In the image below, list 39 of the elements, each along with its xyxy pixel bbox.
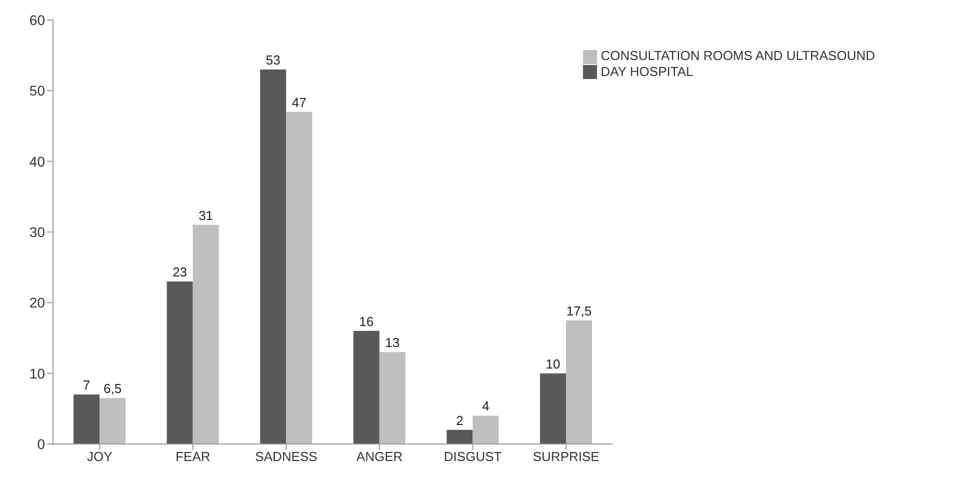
- y-tick-label: 0: [37, 436, 46, 452]
- bar: [74, 394, 100, 444]
- bar: [192, 224, 219, 444]
- y-tick-label: 40: [29, 153, 46, 170]
- data-label: 16: [359, 314, 374, 329]
- data-label: 31: [198, 208, 214, 223]
- x-tick-label: FEAR: [176, 449, 210, 464]
- data-label: 13: [385, 335, 400, 350]
- data-label: 2: [456, 412, 464, 428]
- x-tick-label: SURPRISE: [532, 449, 600, 464]
- bar: [166, 281, 193, 444]
- bar: [260, 69, 286, 444]
- x-tick-label: SADNESS: [255, 449, 318, 464]
- y-tick-label: 30: [29, 224, 46, 240]
- data-label: 23: [172, 264, 188, 280]
- x-tick-label: JOY: [87, 449, 113, 464]
- data-label: 10: [546, 356, 560, 372]
- y-tick-label: 20: [29, 294, 46, 311]
- data-label: 6,5: [103, 381, 122, 396]
- bar: [566, 320, 592, 444]
- bar: [379, 352, 406, 444]
- data-label: 4: [482, 398, 490, 414]
- x-tick-label: DISGUST: [444, 449, 502, 464]
- bar: [540, 373, 566, 444]
- legend-label: DAY HOSPITAL: [600, 64, 694, 79]
- data-label: 47: [292, 94, 306, 110]
- y-tick-label: 10: [29, 365, 46, 382]
- bar: [100, 398, 126, 444]
- bar: [353, 330, 380, 444]
- data-label: 17,5: [566, 303, 592, 318]
- bar: [472, 416, 499, 444]
- y-tick-label: 50: [29, 82, 46, 99]
- bar: [446, 430, 473, 444]
- bar: [286, 112, 312, 444]
- x-tick-label: ANGER: [356, 449, 403, 464]
- y-tick-label: 60: [29, 12, 46, 28]
- legend-label: CONSULTATION ROOMS AND ULTRASOUND: [600, 48, 875, 63]
- data-label: 7: [82, 378, 90, 393]
- data-label: 53: [266, 52, 280, 68]
